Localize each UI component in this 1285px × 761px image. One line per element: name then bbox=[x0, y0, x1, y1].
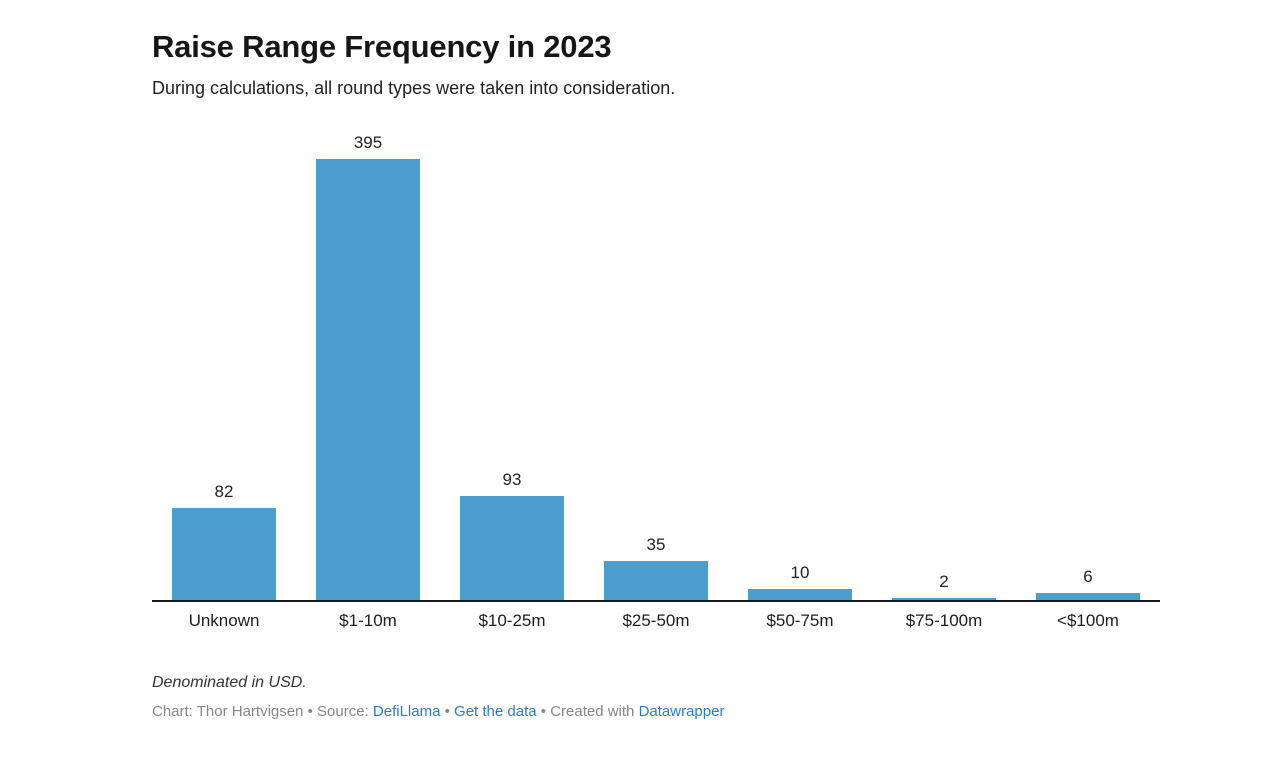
bar-50-75m bbox=[748, 588, 852, 600]
chart-subtitle: During calculations, all round types wer… bbox=[152, 78, 676, 99]
separator-dot: • bbox=[440, 703, 455, 721]
footnote: Denominated in USD. bbox=[152, 674, 307, 692]
attribution-byline: Chart: Thor Hartvigsen • Source: bbox=[152, 703, 373, 721]
source-link[interactable]: DefiLlama bbox=[372, 703, 441, 721]
bar-75-100m bbox=[892, 597, 996, 600]
bar-100m bbox=[1036, 592, 1140, 600]
bar-value-label: 10 bbox=[790, 563, 810, 583]
category-axis-labels: Unknown $1-10m $10-25m $25-50m $50-75m $75-10… bbox=[152, 602, 1160, 631]
bar-10-25m bbox=[460, 495, 564, 600]
bar-column-50-75m: 10 bbox=[728, 127, 872, 600]
bar-column-100m: 6 bbox=[1016, 127, 1160, 600]
chart-title: Raise Range Frequency in 2023 bbox=[152, 29, 612, 64]
datawrapper-link[interactable]: Datawrapper bbox=[638, 703, 725, 721]
bar-1-10m bbox=[316, 158, 420, 600]
bar-value-label: 82 bbox=[214, 482, 234, 502]
category-label-75-100m: $75-100m bbox=[905, 610, 983, 630]
chart-footer: Denominated in USD. Chart: Thor Hartvigs… bbox=[152, 673, 1160, 722]
bar-chart-plot-area: 82 395 93 35 10 2 6 Unknown $1-10m $10-25m $25-50… bbox=[152, 127, 1160, 631]
x-axis-baseline bbox=[152, 599, 1160, 602]
attribution-line: Chart: Thor Hartvigsen • Source: DefiLla… bbox=[152, 702, 1160, 722]
bar-value-label: 395 bbox=[353, 133, 383, 153]
separator-dot: • bbox=[536, 703, 551, 721]
bar-value-label: 93 bbox=[502, 470, 522, 490]
chart-container: Raise Range Frequency in 2023 During cal… bbox=[152, 29, 1160, 722]
category-label-100m: <$100m bbox=[1057, 610, 1119, 630]
created-with-text: Created with bbox=[550, 703, 639, 721]
bar-value-label: 6 bbox=[1083, 567, 1093, 587]
bar-column-25-50m: 35 bbox=[584, 127, 728, 600]
get-the-data-link[interactable]: Get the data bbox=[454, 703, 537, 721]
category-label-10-25m: $10-25m bbox=[478, 610, 546, 630]
bar-column-10-25m: 93 bbox=[440, 127, 584, 600]
bar-25-50m bbox=[604, 560, 708, 600]
category-label-1-10m: $1-10m bbox=[339, 610, 397, 630]
bar-columns: 82 395 93 35 10 2 6 bbox=[152, 127, 1160, 600]
bar-column-1-10m: 395 bbox=[296, 127, 440, 600]
bar-column-75-100m: 2 bbox=[872, 127, 1016, 600]
bar-value-label: 2 bbox=[939, 572, 949, 592]
bar-unknown bbox=[172, 507, 276, 600]
category-label-50-75m: $50-75m bbox=[766, 610, 834, 630]
bar-column-unknown: 82 bbox=[152, 127, 296, 600]
category-label-unknown: Unknown bbox=[188, 610, 260, 630]
category-label-25-50m: $25-50m bbox=[622, 610, 690, 630]
bar-value-label: 35 bbox=[646, 535, 666, 555]
